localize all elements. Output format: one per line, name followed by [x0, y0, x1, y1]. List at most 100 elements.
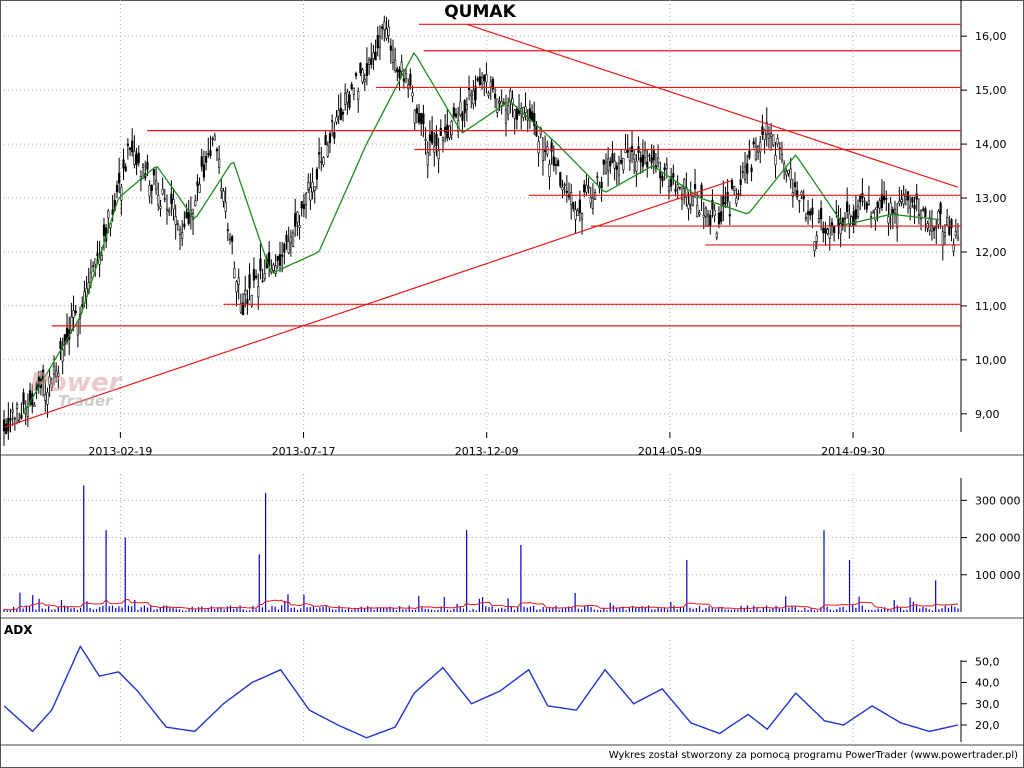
candle-body [263, 273, 266, 279]
candle-body [2, 419, 6, 432]
candle-body [170, 193, 173, 204]
candle-body [420, 112, 423, 124]
price-y-tick-label: 13,00 [975, 192, 1007, 205]
candle-body [354, 72, 358, 76]
candle-body [348, 94, 351, 108]
candle-body [381, 26, 384, 29]
candle-body [328, 133, 332, 144]
candle-body [224, 202, 227, 212]
candle-body [396, 68, 399, 73]
candle-body [639, 157, 642, 163]
candle-body [367, 59, 371, 65]
candle-body [919, 210, 923, 220]
candle-body [326, 145, 329, 157]
candle-body [163, 198, 166, 200]
candle-body [648, 154, 651, 157]
chart-title: QUMAK [444, 2, 516, 22]
candle-body [735, 197, 738, 204]
candle-body [763, 130, 766, 140]
candle-body [765, 122, 768, 135]
candle-body [257, 286, 260, 298]
candle-body [685, 187, 688, 198]
candle-body [344, 93, 347, 105]
candle-body [472, 90, 475, 105]
candle-body [235, 281, 238, 293]
candle-body [728, 214, 731, 217]
candle-body [856, 205, 860, 217]
candle-body [863, 200, 866, 203]
candle-body [770, 133, 773, 138]
candle-body [315, 168, 319, 180]
candle-body [283, 243, 286, 253]
candle-body [65, 327, 69, 342]
candle-body [131, 140, 134, 153]
candle-body [352, 87, 355, 95]
candle-body [483, 75, 486, 82]
candle-body [815, 235, 818, 242]
candle-body [787, 169, 790, 174]
watermark-line1: Power [30, 368, 122, 398]
candle-body [565, 190, 568, 193]
candle-body [550, 142, 553, 152]
candle-body [239, 303, 242, 313]
candle-body [359, 62, 362, 74]
candle-body [439, 127, 442, 136]
candle-body [218, 158, 221, 168]
candle-body [346, 91, 349, 103]
candle-body [394, 59, 397, 71]
candle-body [622, 157, 625, 171]
candle-body [746, 163, 749, 174]
candle-body [448, 125, 451, 139]
candle-body [541, 149, 545, 162]
candle-body [91, 265, 95, 268]
candle-body [422, 113, 425, 125]
candle-body [811, 207, 814, 215]
candle-body [102, 224, 106, 237]
candle-body [176, 223, 179, 226]
candle-body [18, 419, 21, 422]
candle-body [152, 169, 156, 176]
candle-body [465, 104, 468, 110]
candle-body [100, 255, 103, 261]
candle-body [46, 392, 49, 405]
price-y-tick-label: 9,00 [975, 408, 1000, 421]
candle-body [585, 184, 588, 193]
candle-body [426, 152, 429, 166]
candle-body [611, 153, 614, 163]
candle-body [26, 407, 30, 418]
candle-body [507, 105, 510, 115]
candle-body [743, 166, 747, 180]
candle-body [828, 225, 831, 239]
candle-body [570, 192, 573, 205]
candle-body [759, 141, 762, 153]
adx-y-tick-label: 40,0 [975, 677, 1000, 690]
volume-average-line [3, 598, 959, 611]
candle-body [428, 134, 432, 141]
candle-body [155, 180, 158, 190]
candle-body [374, 51, 377, 61]
candle-body [722, 195, 725, 207]
candle-body [578, 199, 581, 213]
candle-body [254, 275, 258, 279]
candle-body [676, 184, 679, 189]
candle-body [867, 200, 871, 205]
footer-credit: Wykres został stworzony za pomocą progra… [608, 750, 1018, 761]
candle-body [617, 162, 621, 176]
candle-body [600, 181, 603, 189]
candle-body [215, 148, 219, 152]
candle-body [459, 101, 462, 116]
rising-trend-line [3, 180, 732, 428]
candle-body [461, 113, 464, 121]
candle-body [750, 167, 753, 173]
candle-body [441, 137, 445, 141]
candle-body [20, 414, 23, 419]
candle-body [726, 191, 729, 202]
candle-body [52, 365, 56, 375]
candle-body [148, 184, 151, 197]
candle-body [300, 201, 303, 209]
candle-body [498, 101, 501, 104]
candle-body [122, 159, 125, 169]
candle-body [165, 208, 169, 211]
candle-body [74, 310, 77, 313]
